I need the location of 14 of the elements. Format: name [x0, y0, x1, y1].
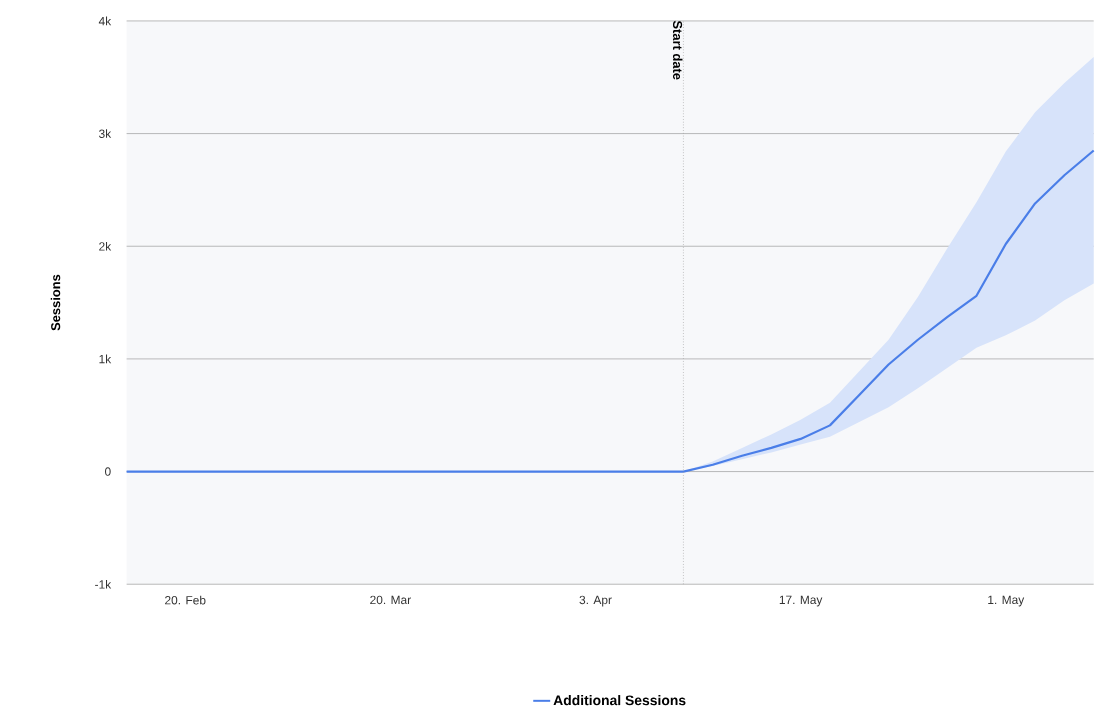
x-tick-label: 20. Mar	[370, 595, 411, 605]
legend-label: Additional Sessions	[553, 695, 686, 706]
y-axis-title: Sessions	[50, 274, 61, 331]
x-tick-label: 1. May	[988, 595, 1025, 607]
x-tick-label: 3. Apr	[579, 595, 612, 607]
annotation: Start date	[672, 20, 683, 80]
y-tick-label: -1k	[95, 579, 112, 589]
y-tick-label: 1k	[99, 354, 112, 364]
x-tick-label: 17. May	[779, 595, 823, 607]
x-tick-label: 20. Feb	[165, 595, 206, 605]
y-tick-label: 0	[104, 467, 111, 476]
y-tick-label: 3k	[99, 129, 112, 139]
y-tick-label: 4k	[98, 16, 112, 26]
y-tick-label: 2k	[99, 242, 112, 251]
